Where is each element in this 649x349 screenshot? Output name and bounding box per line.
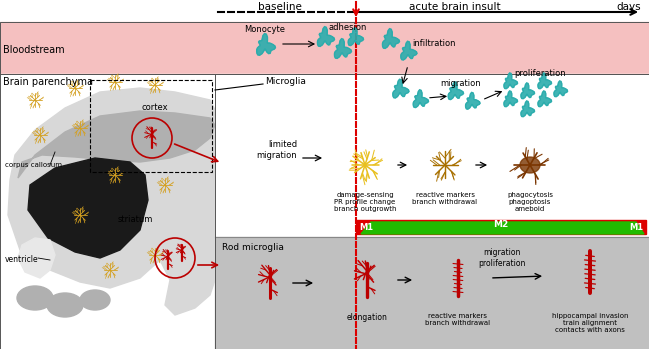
Polygon shape [448,82,463,99]
Text: ventricle: ventricle [5,255,39,265]
Polygon shape [520,157,540,173]
Text: Rod microglia: Rod microglia [222,244,284,252]
Polygon shape [18,238,55,278]
Text: phagocytosis
phagoptosis
ameboid: phagocytosis phagoptosis ameboid [507,192,553,212]
Polygon shape [413,90,428,107]
Text: hippocampal invasion
train alignment
contacts with axons: hippocampal invasion train alignment con… [552,313,628,333]
Polygon shape [521,101,535,117]
Polygon shape [8,88,215,315]
Polygon shape [361,222,644,234]
Text: Microglia: Microglia [265,77,306,87]
Polygon shape [18,111,215,178]
Text: Brain parenchyma: Brain parenchyma [3,77,93,87]
Text: elongation: elongation [347,313,387,322]
Text: reactive markers
branch withdrawal: reactive markers branch withdrawal [412,192,478,205]
Bar [0,74,649,349]
Polygon shape [401,41,417,60]
Polygon shape [504,73,518,89]
Text: corpus callosum: corpus callosum [5,162,62,168]
Text: adhesion: adhesion [329,23,367,32]
Polygon shape [28,158,148,258]
Ellipse shape [17,286,53,310]
Text: Monocyte: Monocyte [245,24,286,34]
Bar [0,22,649,74]
Bar [0,22,649,74]
Polygon shape [317,27,334,46]
Ellipse shape [47,293,83,317]
Text: M1: M1 [359,223,373,232]
Text: days: days [617,2,641,12]
Polygon shape [348,28,363,46]
Polygon shape [538,91,552,107]
Bar [0,0,649,22]
Text: limited
migration: limited migration [256,140,297,160]
Bar [90,80,212,172]
Text: M2: M2 [493,221,509,229]
Text: Bloodstream: Bloodstream [3,45,65,55]
Text: infiltration: infiltration [412,38,456,47]
Text: damage-sensing
PR profile change
branch outgrowth: damage-sensing PR profile change branch … [334,192,397,212]
Polygon shape [504,91,518,107]
Polygon shape [538,73,552,89]
Text: migration
proliferation: migration proliferation [478,248,526,268]
Text: cortex: cortex [141,103,168,111]
Polygon shape [521,83,535,99]
Polygon shape [554,81,568,97]
Text: migration: migration [440,80,481,89]
Text: acute brain insult: acute brain insult [409,2,501,12]
Text: M1: M1 [629,223,643,232]
Polygon shape [393,79,409,98]
Bar [0,74,649,349]
Bar [356,220,646,234]
Text: baseline: baseline [258,2,302,12]
Polygon shape [382,29,400,49]
Polygon shape [465,92,480,109]
Text: striatum: striatum [117,215,153,224]
Polygon shape [256,34,275,55]
Text: proliferation: proliferation [514,69,566,79]
Text: reactive markers
branch withdrawal: reactive markers branch withdrawal [426,313,491,326]
Polygon shape [334,39,352,58]
Bar [215,237,649,349]
Ellipse shape [80,290,110,310]
